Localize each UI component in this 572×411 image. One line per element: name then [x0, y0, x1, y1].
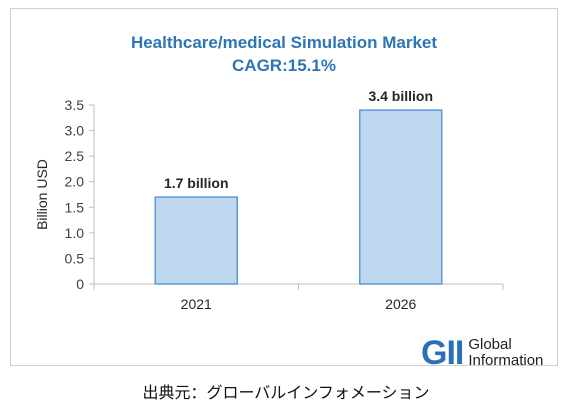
bar-chart: 0 0.5 1.0 1.5 2.0 2.5 3.0 3.5 Billion USD 1.7 bil… [34, 88, 504, 312]
bar [359, 109, 443, 285]
y-tick-label: 3.5 [65, 97, 85, 113]
y-tick-label: 2.5 [65, 148, 85, 164]
y-tick-label: 3.0 [65, 123, 85, 139]
y-axis-title: Billion USD [34, 159, 50, 230]
y-tick-label: 1.5 [65, 199, 85, 215]
y-tick-label: 2.0 [65, 174, 85, 190]
y-tick-label: 0.5 [65, 250, 85, 266]
chart-subtitle: CAGR:15.1% [232, 56, 336, 75]
chart-frame: Healthcare/medical Simulation Market CAG… [10, 8, 558, 370]
gii-logo-mark: GII [421, 334, 464, 372]
x-tick-label: 2021 [181, 296, 212, 312]
logo-line-information: Information [468, 352, 544, 369]
x-tick-label: 2026 [385, 296, 416, 312]
logo-line-global: Global [468, 336, 512, 353]
source-caption: 出典元：グローバルインフォメーション [142, 383, 430, 402]
gii-logo: GII Global Information [421, 336, 543, 370]
bar-data-label: 1.7 billion [164, 175, 229, 191]
bar-data-label: 3.4 billion [368, 88, 433, 104]
y-tick-label: 1.0 [65, 225, 85, 241]
chart-title: Healthcare/medical Simulation Market [130, 33, 438, 52]
gii-logo-text: Global Information [468, 337, 543, 369]
y-tick-label: 0 [76, 276, 84, 292]
bar [154, 196, 238, 285]
